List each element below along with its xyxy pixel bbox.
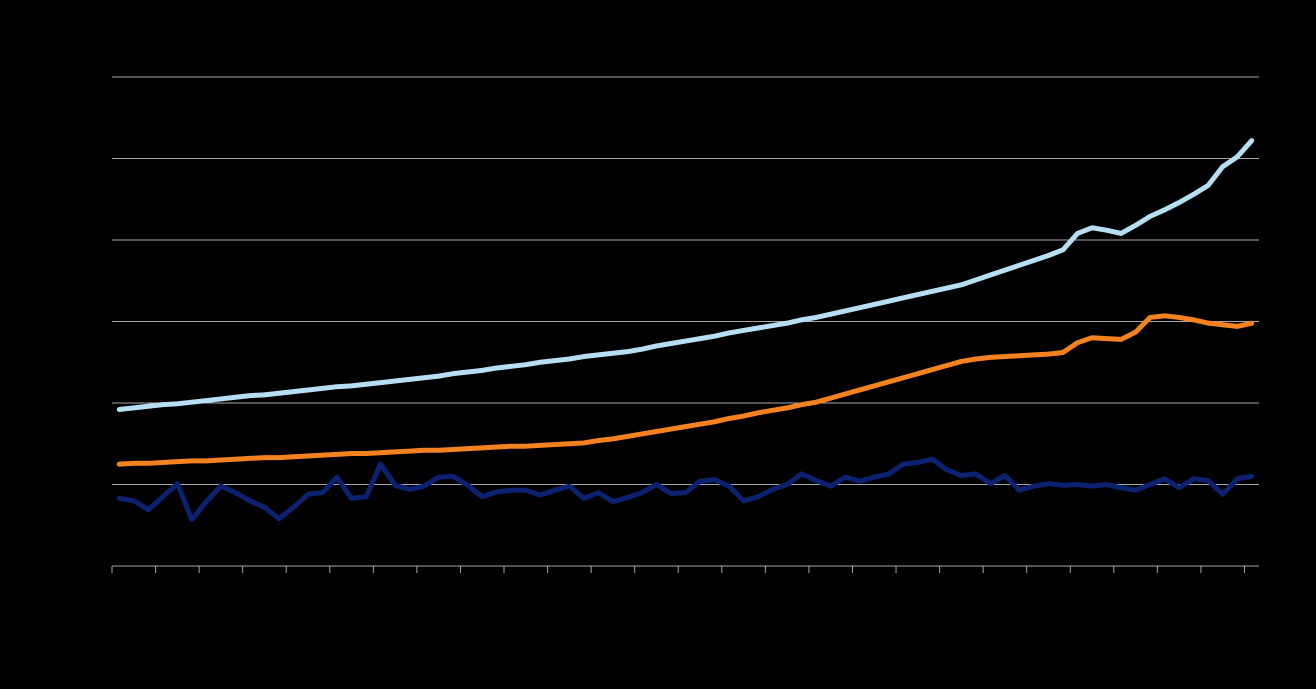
series-line — [116, 456, 1255, 523]
series-line — [116, 313, 1255, 467]
series-line — [116, 138, 1255, 413]
